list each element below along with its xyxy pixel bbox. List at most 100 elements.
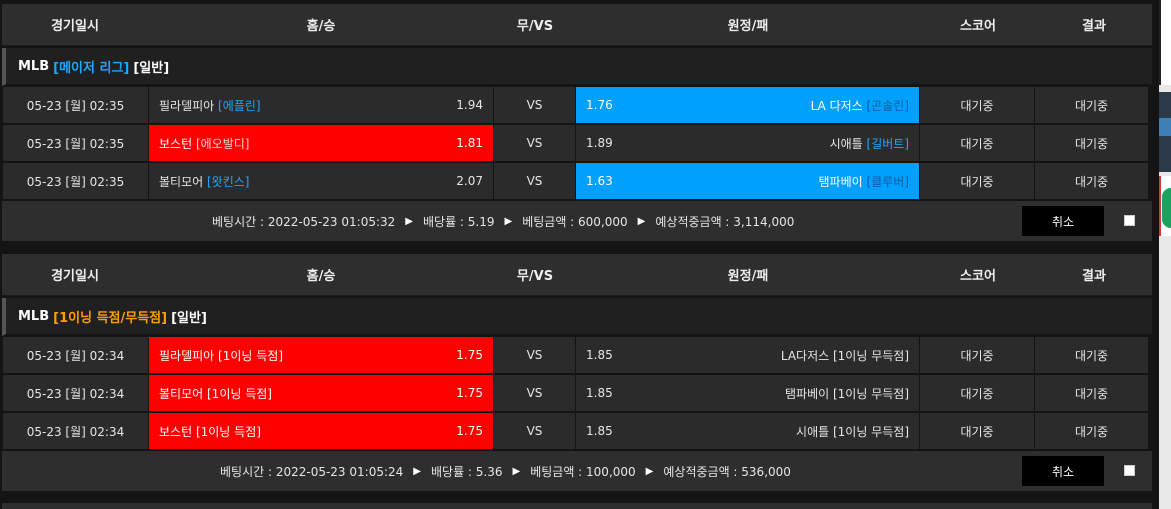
bet-odds: 배당률 : 5.19 xyxy=(422,214,495,229)
away-pick-selected[interactable]: 1.63 탬파베이 [클루버] xyxy=(576,163,919,199)
header-date: 경기일시 xyxy=(51,19,99,34)
bet-summary-info: 베팅시간 : 2022-05-23 01:05:24 ▶ 배당률 : 5.36 … xyxy=(220,451,791,491)
home-pick-selected[interactable]: 볼티모어 [1이닝 득점] 1.75 xyxy=(149,375,493,411)
match-date: 05-23 [월] 02:35 xyxy=(3,87,148,123)
bet-summary: 베팅시간 : 2022-05-23 01:05:32 ▶ 배당률 : 5.19 … xyxy=(2,201,1152,241)
play-arrow-icon: ▶ xyxy=(504,215,513,227)
league-name: MLB xyxy=(18,58,50,74)
table-row: 05-23 [월] 02:35 필라델피아 [에플린] 1.94 VS 1.76… xyxy=(2,86,1152,124)
away-odds: 1.89 xyxy=(586,136,613,150)
bet-time: 베팅시간 : 2022-05-23 01:05:24 xyxy=(220,464,404,479)
away-odds: 1.85 xyxy=(586,348,613,362)
play-arrow-icon: ▶ xyxy=(405,215,413,227)
away-option: [1이닝 무득점] xyxy=(832,348,909,363)
home-pick[interactable]: 볼티모어 [왓킨스] 2.07 xyxy=(149,163,493,199)
header-result: 결과 xyxy=(1082,269,1106,284)
vs-pick[interactable]: VS xyxy=(494,163,575,199)
expected-win: 예상적중금액 : 536,000 xyxy=(663,464,791,479)
away-team: LA다저스 xyxy=(780,348,830,363)
next-slip-edge xyxy=(2,503,1152,509)
table-row: 05-23 [월] 02:34 보스턴 [1이닝 득점] 1.75 VS 1.8… xyxy=(2,412,1152,450)
result-status: 대기중 xyxy=(1035,337,1148,373)
away-team: 시애틀 xyxy=(829,136,863,151)
vs-pick[interactable]: VS xyxy=(494,87,575,123)
away-option: [1이닝 무득점] xyxy=(832,424,909,439)
home-option: [1이닝 득점] xyxy=(195,424,261,439)
vs-pick[interactable]: VS xyxy=(494,375,575,411)
league-sub: [메이저 리그] xyxy=(53,60,130,76)
table-row: 05-23 [월] 02:35 볼티모어 [왓킨스] 2.07 VS 1.63 … xyxy=(2,162,1152,200)
vs-pick[interactable]: VS xyxy=(494,413,575,449)
home-odds: 2.07 xyxy=(456,174,483,188)
away-option: [1이닝 무득점] xyxy=(832,386,909,401)
table-row: 05-23 [월] 02:34 볼티모어 [1이닝 득점] 1.75 VS 1.… xyxy=(2,374,1152,412)
away-odds: 1.63 xyxy=(586,174,613,188)
match-date: 05-23 [월] 02:34 xyxy=(3,375,148,411)
side-widget-strip xyxy=(1159,0,1171,509)
home-team: 필라델피아 xyxy=(159,98,215,113)
away-odds: 1.76 xyxy=(586,98,613,112)
home-odds: 1.75 xyxy=(456,386,483,400)
away-team: LA 다저스 xyxy=(810,98,863,113)
side-panel xyxy=(1159,0,1171,85)
table-header: 경기일시 홈/승 무/VS 원정/패 스코어 결과 xyxy=(2,254,1152,296)
home-pick-selected[interactable]: 필라델피아 [1이닝 득점] 1.75 xyxy=(149,337,493,373)
vs-pick[interactable]: VS xyxy=(494,125,575,161)
home-pick-selected[interactable]: 보스턴 [에오발디] 1.81 xyxy=(149,125,493,161)
match-date: 05-23 [월] 02:35 xyxy=(3,163,148,199)
away-odds: 1.85 xyxy=(586,386,613,400)
home-pitcher: [에플린] xyxy=(218,98,261,113)
result-status: 대기중 xyxy=(1035,163,1148,199)
home-team: 볼티모어 xyxy=(159,174,204,189)
away-pick[interactable]: 1.89 시애틀 [길버트] xyxy=(576,125,919,161)
header-draw: 무/VS xyxy=(516,269,554,284)
away-pick-selected[interactable]: 1.76 LA 다저스 [곤솔린] xyxy=(576,87,919,123)
result-status: 대기중 xyxy=(1035,413,1148,449)
home-pick-selected[interactable]: 보스턴 [1이닝 득점] 1.75 xyxy=(149,413,493,449)
away-odds: 1.85 xyxy=(586,424,613,438)
match-date: 05-23 [월] 02:34 xyxy=(3,337,148,373)
away-pick[interactable]: 1.85 탬파베이 [1이닝 무득점] xyxy=(576,375,919,411)
score-status: 대기중 xyxy=(920,375,1034,411)
play-arrow-icon: ▶ xyxy=(512,465,521,477)
header-away: 원정/패 xyxy=(727,269,769,284)
home-team: 보스턴 xyxy=(159,136,193,151)
away-pitcher: [곤솔린] xyxy=(866,98,909,113)
match-date: 05-23 [월] 02:35 xyxy=(3,125,148,161)
away-pick[interactable]: 1.85 LA다저스 [1이닝 무득점] xyxy=(576,337,919,373)
away-pick[interactable]: 1.85 시애틀 [1이닝 무득점] xyxy=(576,413,919,449)
side-banner-accent xyxy=(1159,118,1171,136)
header-date: 경기일시 xyxy=(51,269,99,284)
home-odds: 1.75 xyxy=(456,424,483,438)
header-score: 스코어 xyxy=(960,269,996,284)
result-status: 대기중 xyxy=(1035,87,1148,123)
vs-pick[interactable]: VS xyxy=(494,337,575,373)
header-score: 스코어 xyxy=(960,19,996,34)
cancel-button[interactable]: 취소 xyxy=(1022,456,1104,486)
home-odds: 1.81 xyxy=(456,136,483,150)
play-arrow-icon: ▶ xyxy=(645,465,654,477)
table-row: 05-23 [월] 02:35 보스턴 [에오발디] 1.81 VS 1.89 … xyxy=(2,124,1152,162)
select-checkbox[interactable] xyxy=(1124,215,1135,226)
home-pitcher: [에오발디] xyxy=(195,136,250,151)
league-type: [일반] xyxy=(133,60,170,76)
cancel-button[interactable]: 취소 xyxy=(1022,206,1104,236)
table-header: 경기일시 홈/승 무/VS 원정/패 스코어 결과 xyxy=(2,4,1152,46)
league-title: MLB [1이닝 득점/무득점] [일반] xyxy=(2,298,1152,336)
home-pick[interactable]: 필라델피아 [에플린] 1.94 xyxy=(149,87,493,123)
home-odds: 1.75 xyxy=(456,348,483,362)
header-result: 결과 xyxy=(1082,19,1106,34)
bet-summary: 베팅시간 : 2022-05-23 01:05:24 ▶ 배당률 : 5.36 … xyxy=(2,451,1152,491)
league-sub: [1이닝 득점/무득점] xyxy=(53,310,168,326)
select-checkbox[interactable] xyxy=(1124,465,1135,476)
home-team: 필라델피아 xyxy=(159,348,215,363)
away-pitcher: [클루버] xyxy=(866,174,909,189)
bet-slip-2: 경기일시 홈/승 무/VS 원정/패 스코어 결과 MLB [1이닝 득점/무득… xyxy=(2,254,1152,491)
chrome-icon xyxy=(1162,188,1171,228)
table-row: 05-23 [월] 02:34 필라델피아 [1이닝 득점] 1.75 VS 1… xyxy=(2,336,1152,374)
bet-slip-1: 경기일시 홈/승 무/VS 원정/패 스코어 결과 MLB [메이저 리그] [… xyxy=(2,4,1152,241)
away-pitcher: [길버트] xyxy=(866,136,909,151)
league-type: [일반] xyxy=(171,310,207,326)
header-draw: 무/VS xyxy=(516,19,554,34)
home-option: [1이닝 득점] xyxy=(207,386,272,401)
